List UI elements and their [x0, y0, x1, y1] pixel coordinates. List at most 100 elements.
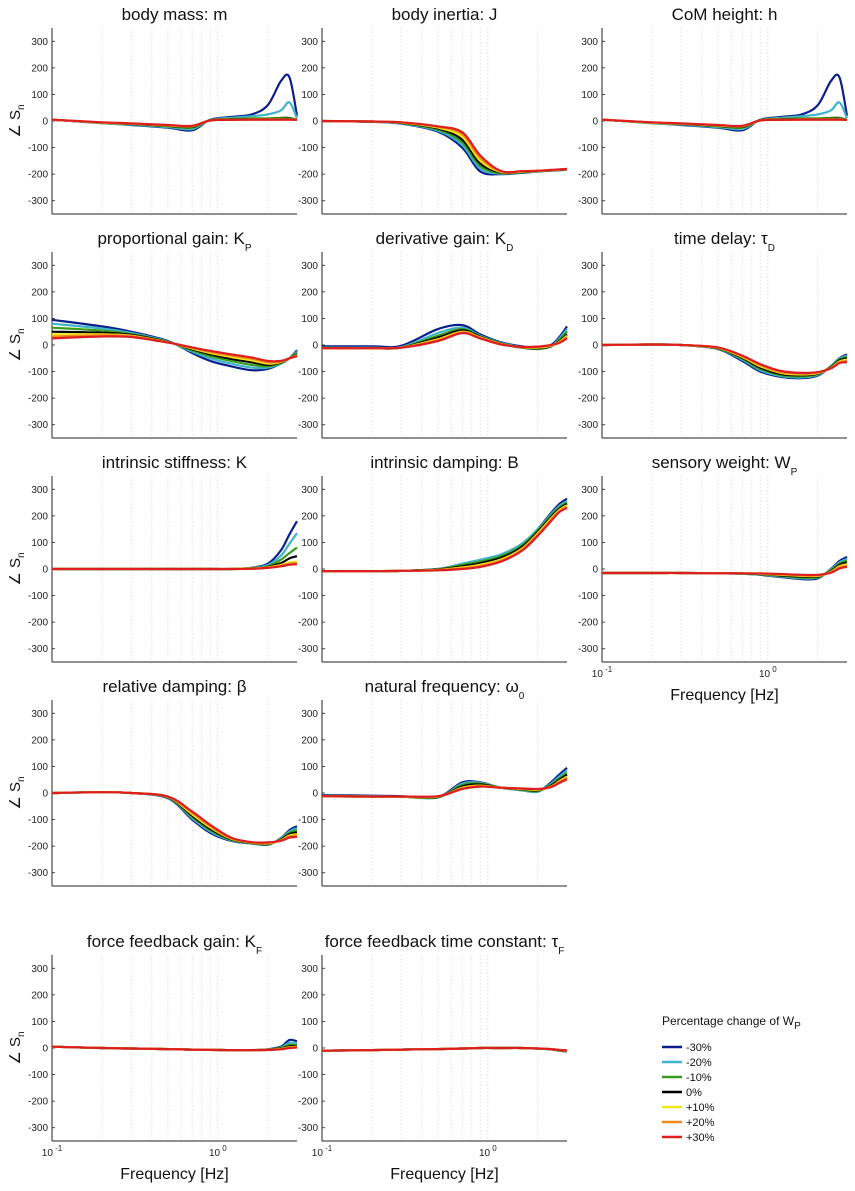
y-tick-label: 0: [592, 565, 598, 576]
y-tick-label: -100: [28, 591, 48, 602]
legend-label: +10%: [686, 1102, 715, 1114]
y-tick-label: -300: [298, 644, 318, 655]
panel-10: -300 -200 -100 0 100 200 300 relative damping: …: [7, 677, 298, 887]
y-tick-label: 100: [31, 538, 48, 549]
y-tick-label: 100: [301, 1017, 318, 1028]
y-tick-label: 200: [301, 735, 318, 746]
y-tick-label: 100: [31, 762, 48, 773]
panel-title: body mass: m: [122, 5, 228, 24]
series-line--30%: [321, 766, 568, 799]
y-tick-label: 300: [31, 964, 48, 975]
y-tick-label: -200: [578, 394, 598, 405]
y-tick-label: -100: [578, 143, 598, 154]
y-tick-label: -200: [578, 618, 598, 629]
panel-title: CoM height: h: [672, 5, 778, 24]
y-tick-label: 0: [592, 117, 598, 128]
x-tick-label: 10 -1: [42, 1144, 63, 1159]
y-tick-label: -100: [28, 143, 48, 154]
panel-title: proportional gain: KP: [97, 229, 251, 254]
y-tick-label: 0: [592, 341, 598, 352]
y-tick-label: -300: [28, 868, 48, 879]
panel-3: -300 -200 -100 0 100 200 300 CoM height: h: [578, 5, 849, 215]
series-line-+30%: [51, 335, 298, 363]
y-tick-label: 200: [31, 990, 48, 1001]
y-tick-label: 300: [301, 485, 318, 496]
y-tick-label: -300: [578, 420, 598, 431]
panel-8: -300 -200 -100 0 100 200 300 intrinsic damping:…: [298, 453, 568, 663]
panel-7: -300 -200 -100 0 100 200 300 intrinsic stiffnes…: [7, 453, 298, 663]
series-line-+30%: [601, 565, 848, 577]
series-line-+30%: [321, 119, 568, 174]
y-tick-label: 300: [31, 261, 48, 272]
y-tick-label: 200: [581, 63, 598, 74]
y-tick-label: -300: [28, 644, 48, 655]
series-line--30%: [321, 497, 568, 573]
series-line--20%: [321, 500, 568, 573]
y-axis-label: ∠ Sn: [7, 328, 27, 361]
y-tick-label: 200: [301, 287, 318, 298]
y-tick-label: -100: [28, 367, 48, 378]
y-axis-label: ∠ Sn: [7, 552, 27, 585]
panel-title: natural frequency: ω0: [365, 677, 525, 702]
y-tick-label: 100: [301, 762, 318, 773]
x-tick-label: 10 -1: [592, 665, 613, 680]
y-tick-label: -100: [298, 143, 318, 154]
y-tick-label: -100: [298, 1070, 318, 1081]
y-tick-label: 100: [581, 538, 598, 549]
y-tick-label: -200: [28, 1097, 48, 1108]
y-tick-label: -300: [28, 1123, 48, 1134]
series-line-+30%: [321, 506, 568, 573]
y-axis-label: ∠ Sn: [7, 776, 27, 809]
series-line-+30%: [321, 778, 568, 798]
panel-4: -300 -200 -100 0 100 200 300 proportional gain:…: [7, 229, 298, 439]
legend-label: -20%: [686, 1057, 712, 1069]
series-line-+30%: [52, 563, 298, 571]
y-tick-label: 200: [581, 287, 598, 298]
legend-label: +20%: [686, 1117, 715, 1129]
y-tick-label: -100: [298, 591, 318, 602]
x-tick-label: 10 0: [759, 665, 777, 680]
y-tick-label: -200: [28, 170, 48, 181]
series-line-+30%: [601, 343, 848, 375]
y-tick-label: 300: [31, 485, 48, 496]
panel-11: -300 -200 -100 0 100 200 300 natural frequency:…: [298, 677, 568, 887]
y-tick-label: 0: [42, 789, 48, 800]
legend-label: 0%: [686, 1087, 702, 1099]
panel-6: -300 -200 -100 0 100 200 300 time delay: τD: [578, 229, 848, 439]
x-tick-label: 10 0: [209, 1144, 227, 1159]
y-tick-label: -300: [298, 1123, 318, 1134]
y-tick-label: 200: [31, 287, 48, 298]
y-tick-label: 0: [42, 1044, 48, 1055]
y-tick-label: -200: [578, 170, 598, 181]
y-tick-label: 0: [312, 1044, 318, 1055]
series-line--10%: [321, 501, 568, 573]
y-tick-label: 100: [31, 90, 48, 101]
y-tick-label: -300: [298, 420, 318, 431]
y-tick-label: -300: [298, 196, 318, 207]
x-axis-label: Frequency [Hz]: [390, 1166, 498, 1183]
y-tick-label: 0: [312, 117, 318, 128]
panel-title: intrinsic stiffness: K: [102, 453, 248, 472]
y-tick-label: -300: [578, 196, 598, 207]
y-tick-label: 300: [581, 261, 598, 272]
y-tick-label: 100: [301, 538, 318, 549]
x-axis-label: Frequency [Hz]: [120, 1166, 228, 1183]
series-line-+30%: [601, 118, 848, 128]
y-tick-label: 300: [301, 261, 318, 272]
y-tick-label: 300: [301, 964, 318, 975]
y-tick-label: 300: [581, 485, 598, 496]
panel-title: intrinsic damping: B: [370, 453, 518, 472]
y-tick-label: -200: [298, 1097, 318, 1108]
y-tick-label: 300: [301, 709, 318, 720]
y-tick-label: -100: [578, 591, 598, 602]
y-tick-label: -300: [28, 196, 48, 207]
panel-title: body inertia: J: [392, 5, 498, 24]
y-tick-label: 300: [301, 37, 318, 48]
panel-2: -300 -200 -100 0 100 200 300 body inertia: J: [298, 5, 568, 215]
y-tick-label: -300: [28, 420, 48, 431]
y-tick-label: 200: [31, 735, 48, 746]
y-tick-label: 0: [42, 117, 48, 128]
y-tick-label: -100: [28, 1070, 48, 1081]
series-line-+30%: [51, 1045, 298, 1052]
